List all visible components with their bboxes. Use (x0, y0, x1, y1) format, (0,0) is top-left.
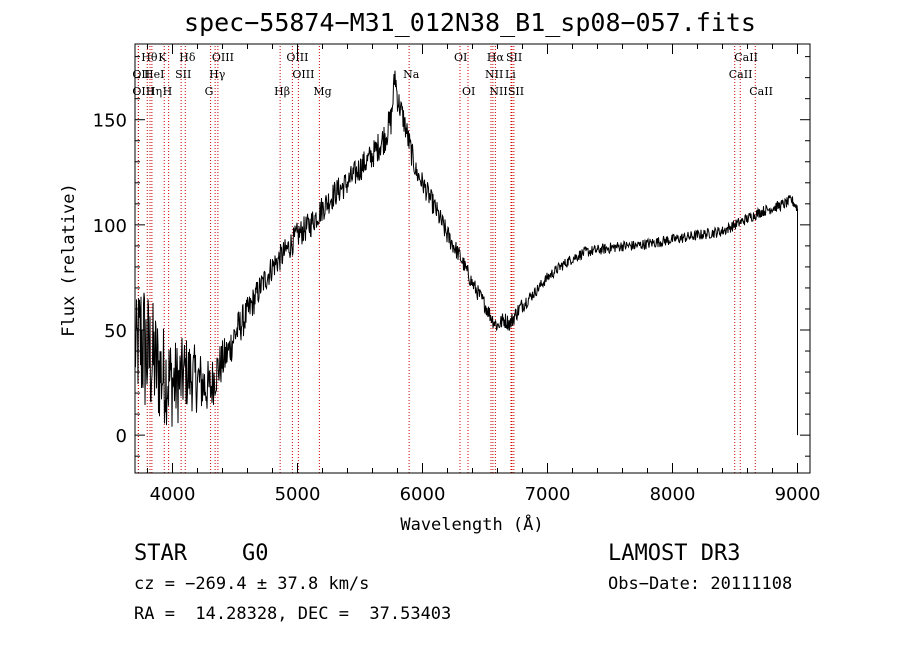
ra-dec-coordinates: RA = 14.28328, DEC = 37.53403 (134, 604, 452, 624)
line-label: Li (505, 68, 516, 81)
y-tick-label: 0 (116, 426, 127, 447)
line-label: Hθ (141, 51, 158, 64)
x-tick-label: 9000 (775, 484, 821, 505)
chart-title: spec−55874−M31_012N38_B1_sp08−057.fits (184, 8, 756, 37)
line-label: Hδ (179, 51, 196, 64)
line-label: OIII (212, 51, 234, 64)
object-class: STAR (134, 541, 187, 566)
line-label: Hα (487, 51, 505, 64)
y-axis: 0 50 100 150 (93, 56, 810, 457)
line-label: Hβ (274, 85, 290, 98)
line-label: K (158, 51, 167, 64)
line-label: CaII (734, 51, 758, 64)
y-tick-label: 50 (104, 321, 127, 342)
line-label: CaII (729, 68, 753, 81)
x-tick-label: 8000 (650, 484, 696, 505)
y-axis-label: Flux (relative) (59, 183, 79, 337)
y-tick-label: 150 (93, 111, 127, 132)
line-label: Na (403, 68, 420, 81)
line-label: SII (508, 85, 524, 98)
line-label: SII (506, 51, 522, 64)
line-label: G (205, 85, 214, 98)
axes-frame (134, 43, 811, 474)
line-label: HeI (144, 68, 164, 81)
line-label: OI (462, 85, 475, 98)
line-label: CaII (749, 85, 773, 98)
x-tick-label: 6000 (400, 484, 446, 505)
line-markers (137, 46, 756, 473)
observation-date: Obs−Date: 20111108 (608, 574, 793, 594)
line-label: Hγ (209, 68, 226, 81)
line-label: OI (454, 51, 467, 64)
redshift-cz: cz = −269.4 ± 37.8 km/s (134, 574, 370, 594)
line-label: Hη (146, 85, 162, 98)
line-label: OIII (292, 68, 314, 81)
x-axis-label: Wavelength (Å) (400, 513, 543, 535)
x-tick-label: 5000 (275, 484, 321, 505)
line-label: SII (175, 68, 191, 81)
line-label: H (163, 85, 173, 98)
x-tick-label: 7000 (525, 484, 571, 505)
spectrum-line (134, 70, 798, 436)
line-label: Mg (313, 85, 331, 98)
line-label: OIII (286, 51, 308, 64)
survey-name: LAMOST DR3 (608, 541, 741, 566)
line-label: NII (489, 85, 507, 98)
line-label: NII (485, 68, 503, 81)
line-label: OIII (132, 85, 154, 98)
object-subclass: G0 (242, 541, 269, 566)
y-tick-label: 100 (93, 216, 127, 237)
x-axis: 4000 5000 6000 7000 8000 9000 (147, 44, 821, 505)
x-tick-label: 4000 (150, 484, 196, 505)
